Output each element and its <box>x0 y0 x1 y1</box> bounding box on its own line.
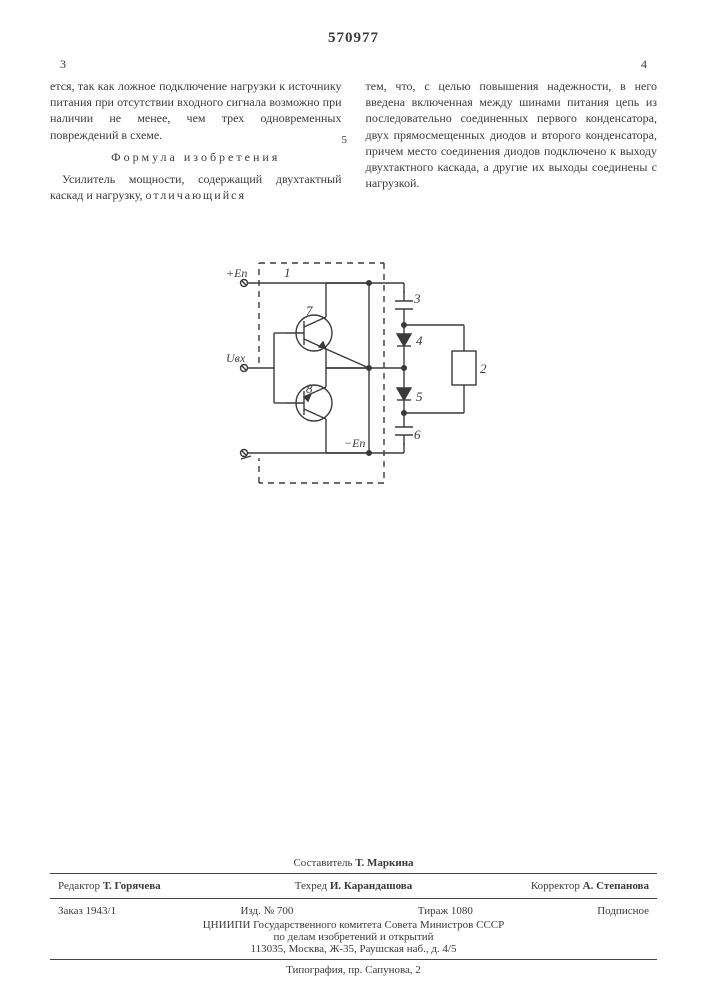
col-right-number: 4 <box>641 57 647 72</box>
editor-label: Редактор <box>58 880 100 892</box>
izd-no: Изд. № 700 <box>240 905 293 917</box>
right-column: 5 тем, что, с целью повышения надежности… <box>366 78 658 203</box>
svg-text:2: 2 <box>480 361 487 376</box>
svg-text:4: 4 <box>416 333 423 348</box>
circuit-svg: +Eп Uвх −Eп 1 2 3 4 5 6 7 8 <box>214 233 494 503</box>
compiler-row: Составитель Т. Маркина <box>50 857 657 869</box>
address: 113035, Москва, Ж-35, Раушская наб., д. … <box>50 943 657 955</box>
editor-name: Т. Горячева <box>103 880 161 892</box>
line-number-5: 5 <box>342 133 348 148</box>
org-line-2: по делам изобретений и открытий <box>50 931 657 943</box>
corrector-label: Корректор <box>531 880 580 892</box>
column-numbers: 3 4 <box>60 57 647 72</box>
page: 570977 3 4 ется, так как ложное подключе… <box>0 0 707 1000</box>
right-paragraph-1: тем, что, с целью повышения надежности, … <box>366 78 658 191</box>
circuit-diagram: +Eп Uвх −Eп 1 2 3 4 5 6 7 8 <box>50 233 657 503</box>
svg-text:+Eп: +Eп <box>226 266 247 280</box>
left-column: ется, так как ложное подключение нагрузк… <box>50 78 342 203</box>
corrector-cell: Корректор А. Степанова <box>452 880 649 892</box>
svg-text:5: 5 <box>416 389 423 404</box>
col-left-number: 3 <box>60 57 66 72</box>
left-paragraph-2: Усилитель мощности, содержащий двухтактн… <box>50 171 342 203</box>
svg-text:Uвх: Uвх <box>226 351 246 365</box>
tech-name: И. Карандашова <box>330 880 412 892</box>
signed: Подписное <box>597 905 649 917</box>
print-row: Заказ 1943/1 Изд. № 700 Тираж 1080 Подпи… <box>50 903 657 919</box>
footer-rule-2 <box>50 898 657 899</box>
compiler-label: Составитель <box>293 857 352 869</box>
footer-rule-1 <box>50 873 657 874</box>
svg-text:1: 1 <box>284 265 291 280</box>
org-line-1: ЦНИИПИ Государственного комитета Совета … <box>50 919 657 931</box>
tech-label: Техред <box>295 880 327 892</box>
compiler-name: Т. Маркина <box>355 857 413 869</box>
svg-text:−Eп: −Eп <box>344 436 365 450</box>
svg-text:6: 6 <box>414 427 421 442</box>
footer: Составитель Т. Маркина Редактор Т. Горяч… <box>50 857 657 976</box>
editor-cell: Редактор Т. Горячева <box>58 880 255 892</box>
patent-number: 570977 <box>50 30 657 47</box>
formula-title: Формула изобретения <box>50 149 342 165</box>
svg-text:3: 3 <box>413 291 421 306</box>
svg-text:7: 7 <box>306 303 313 318</box>
credits-row: Редактор Т. Горячева Техред И. Карандашо… <box>50 878 657 894</box>
claim-distinguish: отличающийся <box>146 188 246 202</box>
footer-rule-3 <box>50 959 657 960</box>
order-no: Заказ 1943/1 <box>58 905 116 917</box>
corrector-name: А. Степанова <box>583 880 649 892</box>
svg-text:8: 8 <box>306 381 313 396</box>
tirazh: Тираж 1080 <box>418 905 473 917</box>
left-paragraph-1: ется, так как ложное подключение нагрузк… <box>50 78 342 143</box>
tech-cell: Техред И. Карандашова <box>255 880 452 892</box>
text-columns: ется, так как ложное подключение нагрузк… <box>50 78 657 203</box>
typography: Типография, пр. Сапунова, 2 <box>50 964 657 976</box>
